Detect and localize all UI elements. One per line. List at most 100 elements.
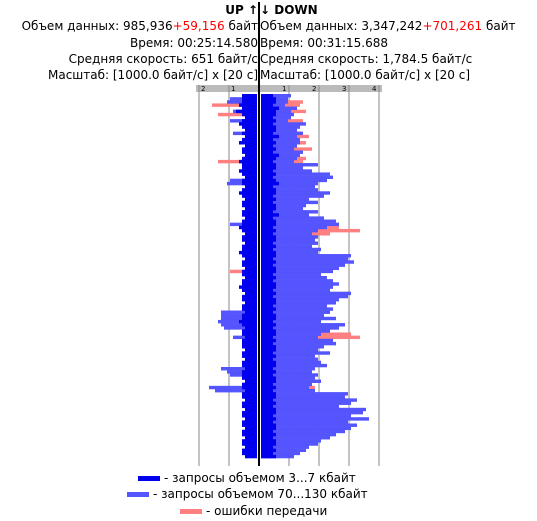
up-small-bar: [242, 297, 257, 302]
down-large-bar: [261, 445, 309, 449]
down-small-bar: [261, 106, 279, 110]
down-large-bar: [261, 216, 324, 220]
up-small-bar: [245, 417, 257, 421]
down-large-bar: [261, 188, 318, 192]
up-small-bar: [245, 398, 257, 402]
down-large-bar: [261, 94, 291, 98]
up-small-bar: [242, 100, 257, 104]
down-small-bar: [261, 257, 273, 261]
down-large-bar: [261, 260, 354, 264]
down-small-bar: [261, 329, 276, 333]
down-large-bar: [261, 291, 351, 296]
down-large-bar: [261, 254, 351, 258]
down-small-bar: [261, 194, 273, 198]
down-small-bar: [261, 156, 276, 161]
legend-small-label: - запросы объемом 3...7 кбайт: [164, 471, 356, 485]
down-large-bar: [261, 276, 327, 280]
down-small-bar: [261, 448, 276, 453]
down-large-bar: [261, 194, 324, 198]
down-small-bar: [261, 276, 276, 280]
down-axis-bar: [259, 85, 382, 92]
down-small-bar: [261, 442, 276, 446]
down-large-bar: [261, 357, 318, 362]
up-small-bar: [242, 423, 257, 427]
legend-large-swatch: [127, 492, 149, 497]
down-small-bar: [261, 436, 273, 440]
down-small-bar: [261, 238, 276, 242]
down-small-bar: [261, 119, 276, 123]
down-large-bar: [261, 263, 345, 267]
down-small-bar: [261, 285, 276, 289]
up-small-bar: [245, 216, 257, 220]
down-small-bar: [261, 445, 273, 449]
down-small-bar: [261, 432, 276, 437]
up-small-bar: [242, 294, 257, 299]
up-small-bar: [242, 166, 257, 170]
down-small-bar: [261, 241, 273, 245]
down-small-bar: [261, 112, 276, 117]
up-small-bar: [242, 244, 257, 249]
down-large-bar: [261, 370, 312, 374]
down-small-bar: [261, 178, 276, 183]
down-title: ↓ DOWN: [260, 3, 318, 17]
down-small-bar: [261, 150, 273, 154]
down-large-bar: [261, 376, 315, 380]
down-small-bar: [261, 266, 276, 271]
down-small-bar: [261, 97, 276, 101]
up-small-bar: [245, 153, 257, 158]
down-small-bar: [261, 210, 273, 214]
up-small-bar: [245, 426, 257, 431]
down-small-bar: [261, 153, 279, 158]
up-small-bar: [245, 357, 257, 362]
down-small-bar: [261, 125, 276, 129]
up-small-bar: [245, 348, 257, 352]
down-large-bar: [261, 294, 348, 299]
down-large-bar: [261, 351, 330, 355]
down-small-bar: [261, 414, 273, 418]
down-tick-label: 2: [312, 85, 316, 93]
down-small-bar: [261, 360, 276, 365]
down-small-bar: [261, 294, 273, 299]
down-small-bar: [261, 313, 276, 318]
down-large-bar: [261, 348, 318, 352]
down-small-bar: [261, 232, 273, 236]
up-small-bar: [242, 172, 257, 176]
down-small-bar: [261, 307, 276, 311]
down-small-bar: [261, 335, 273, 340]
up-small-bar: [245, 185, 257, 189]
down-large-bar: [261, 244, 312, 249]
down-small-bar: [261, 115, 273, 120]
down-large-bar: [261, 301, 336, 305]
up-small-bar: [242, 354, 257, 358]
down-small-bar: [261, 94, 273, 98]
down-large-bar: [261, 367, 315, 371]
up-small-bar: [242, 345, 257, 349]
down-large-bar: [261, 288, 330, 292]
up-small-bar: [245, 445, 257, 449]
up-large-bar: [221, 310, 257, 314]
down-small-bar: [261, 191, 276, 195]
down-large-bar: [261, 432, 336, 437]
down-large-bar: [261, 417, 369, 421]
down-tick-label: 3: [342, 85, 346, 93]
up-small-bar: [245, 436, 257, 440]
down-large-bar: [261, 454, 294, 459]
up-small-bar: [239, 191, 257, 195]
down-small-bar: [261, 451, 273, 456]
up-small-bar: [242, 222, 257, 227]
up-small-bar: [242, 373, 257, 377]
legend-errors-swatch: [180, 509, 202, 514]
up-small-bar: [245, 115, 257, 120]
up-small-bar: [239, 319, 257, 324]
down-large-bar: [261, 282, 339, 286]
down-large-bar: [261, 436, 330, 440]
down-small-bar: [261, 288, 273, 292]
up-small-bar: [242, 254, 257, 258]
down-small-bar: [261, 426, 276, 431]
down-small-bar: [261, 351, 273, 355]
up-small-bar: [242, 395, 257, 399]
down-small-bar: [261, 272, 273, 277]
up-small-bar: [242, 332, 257, 336]
down-small-bar: [261, 376, 276, 380]
up-small-bar: [245, 367, 257, 371]
